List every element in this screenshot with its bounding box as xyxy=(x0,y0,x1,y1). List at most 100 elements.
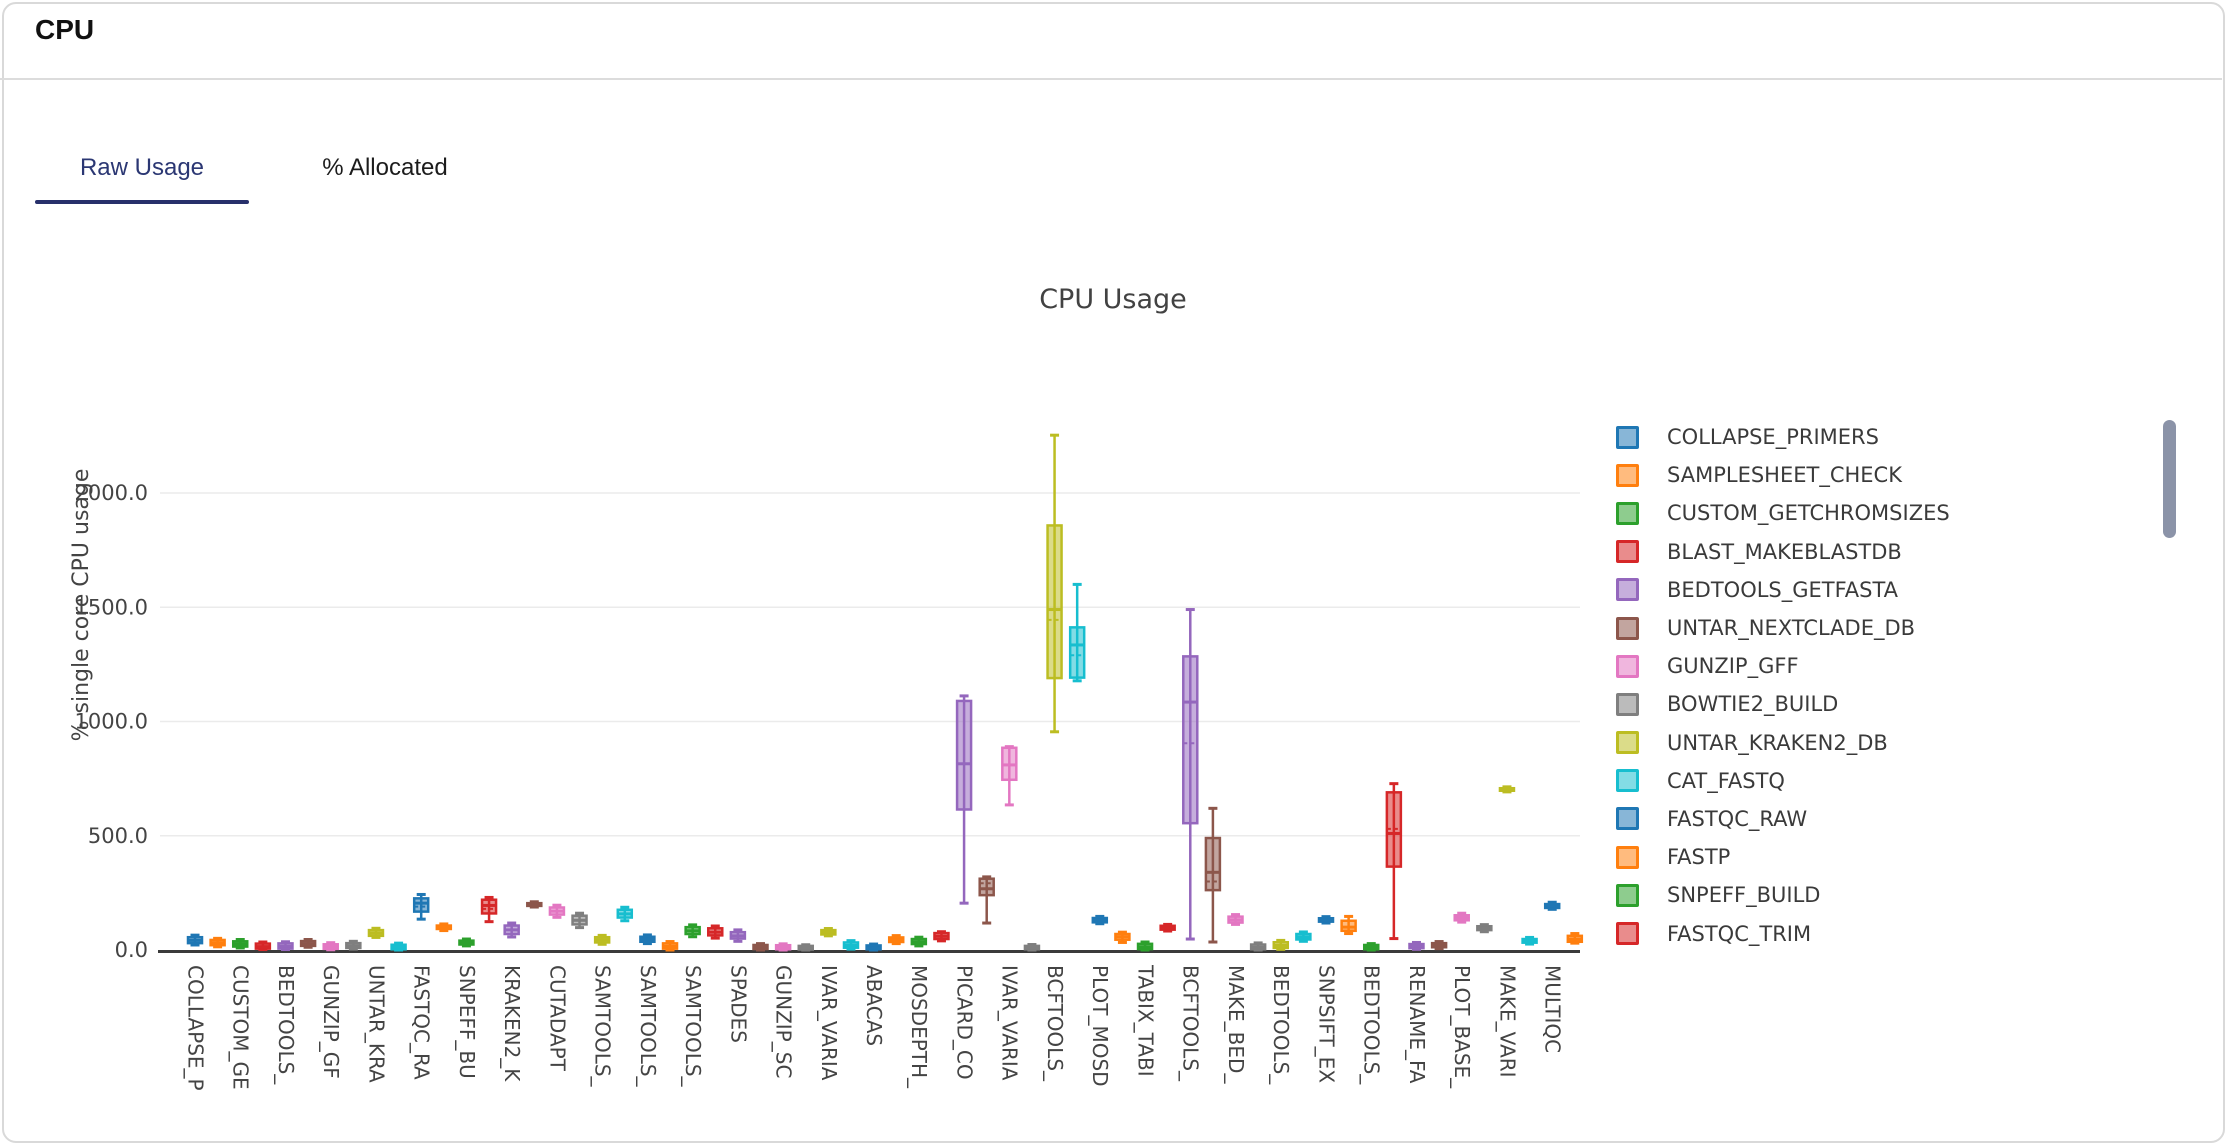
y-tick-label: 2000.0 xyxy=(75,481,148,505)
legend-item[interactable]: CAT_FASTQ xyxy=(1616,762,1950,800)
box-plot[interactable] xyxy=(322,941,339,952)
y-tick-label: 1500.0 xyxy=(75,595,148,619)
box-plot[interactable] xyxy=(1385,782,1403,941)
box-plot[interactable] xyxy=(1521,935,1538,946)
box-plot[interactable] xyxy=(1430,940,1448,951)
box-plot[interactable] xyxy=(955,694,973,905)
box-plot[interactable] xyxy=(707,924,724,940)
legend-item-label: FASTQC_RAW xyxy=(1667,806,1808,831)
box-plot[interactable] xyxy=(639,933,656,946)
legend-item[interactable]: COLLAPSE_PRIMERS xyxy=(1616,418,1950,456)
box-plot[interactable] xyxy=(1543,900,1561,911)
box-plot[interactable] xyxy=(209,936,226,949)
box-plot[interactable] xyxy=(910,935,928,948)
box-plot[interactable] xyxy=(503,921,520,939)
legend-item[interactable]: BLAST_MAKEBLASTDB xyxy=(1616,533,1950,571)
box-plot[interactable] xyxy=(1114,930,1131,944)
box-plot[interactable] xyxy=(1159,922,1176,933)
x-tick-label: COLLAPSE_P xyxy=(183,965,207,1091)
y-axis-title: % single core CPU usage xyxy=(69,469,94,742)
box-plot[interactable] xyxy=(1295,930,1312,943)
box-plot[interactable] xyxy=(1068,582,1086,683)
legend-scrollbar-thumb[interactable] xyxy=(2163,420,2176,538)
box-plot[interactable] xyxy=(616,905,634,923)
x-tick-label: MULTIQC xyxy=(1541,965,1565,1053)
box-plot[interactable] xyxy=(752,942,769,952)
legend-item[interactable]: FASTQC_RAW xyxy=(1616,800,1950,838)
legend-item[interactable]: SAMPLESHEET_CHECK xyxy=(1616,456,1950,494)
box-plot[interactable] xyxy=(593,933,611,946)
box-plot[interactable] xyxy=(774,942,792,952)
box-plot[interactable] xyxy=(1182,608,1199,941)
box-plot[interactable] xyxy=(1272,938,1290,951)
legend-swatch xyxy=(1616,616,1639,640)
box-plot[interactable] xyxy=(435,922,453,933)
box-plot[interactable] xyxy=(186,933,204,947)
y-tick-label: 500.0 xyxy=(88,824,148,848)
box-plot[interactable] xyxy=(978,875,995,925)
x-tick-label: SAMTOOLS_ xyxy=(636,965,660,1088)
box-plot[interactable] xyxy=(684,923,701,939)
x-tick-label: ABACAS xyxy=(862,965,886,1046)
box-plot[interactable] xyxy=(1498,785,1516,794)
chart-legend: COLLAPSE_PRIMERS SAMPLESHEET_CHECK CUSTOM_… xyxy=(1616,418,1950,953)
box-plot[interactable] xyxy=(1317,915,1335,925)
box-plot[interactable] xyxy=(345,939,362,951)
box-plot[interactable] xyxy=(367,926,385,939)
box-plot[interactable] xyxy=(390,941,407,952)
box-plot[interactable] xyxy=(1249,941,1267,952)
x-tick-label: PLOT_MOSD xyxy=(1088,965,1112,1087)
box-plot[interactable] xyxy=(1362,942,1380,952)
box-plot[interactable] xyxy=(277,940,294,952)
box-plot[interactable] xyxy=(1340,914,1357,936)
box-plot[interactable] xyxy=(548,903,566,919)
box-plot[interactable] xyxy=(299,937,317,949)
legend-item[interactable]: BEDTOOLS_GETFASTA xyxy=(1616,571,1950,609)
tab-percent-allocated-label: % Allocated xyxy=(322,154,448,181)
legend-item[interactable]: BOWTIE2_BUILD xyxy=(1616,685,1950,723)
legend-item[interactable]: FASTP xyxy=(1616,838,1950,876)
box-plot[interactable] xyxy=(1476,923,1493,934)
legend-item[interactable]: GUNZIP_GFF xyxy=(1616,647,1950,685)
box-plot[interactable] xyxy=(254,940,272,952)
box-plot[interactable] xyxy=(1001,745,1018,807)
legend-item[interactable]: UNTAR_NEXTCLADE_DB xyxy=(1616,609,1950,647)
x-tick-label: BCFTOOLS_ xyxy=(1179,965,1203,1082)
legend-item[interactable]: SNPEFF_BUILD xyxy=(1616,876,1950,914)
box-plot[interactable] xyxy=(480,895,498,924)
box-plot[interactable] xyxy=(797,943,814,952)
box-plot[interactable] xyxy=(865,942,882,952)
box-plot[interactable] xyxy=(933,930,950,943)
box-plot[interactable] xyxy=(1046,433,1063,734)
box-plot[interactable] xyxy=(1453,911,1470,924)
box-plot[interactable] xyxy=(1023,943,1041,952)
box-plot[interactable] xyxy=(842,939,860,951)
box-plot[interactable] xyxy=(887,934,905,946)
legend-item[interactable]: FASTQC_TRIM xyxy=(1616,914,1950,952)
tab-percent-allocated[interactable]: % Allocated xyxy=(285,132,485,204)
legend-item-label: FASTQC_TRIM xyxy=(1667,921,1812,946)
box-plot[interactable] xyxy=(1204,806,1222,944)
box-plot[interactable] xyxy=(231,937,249,950)
gridlines xyxy=(160,492,1580,837)
x-tick-label: BCFTOOLS_ xyxy=(1043,965,1067,1082)
tab-raw-usage[interactable]: Raw Usage xyxy=(35,132,249,204)
box-plot[interactable] xyxy=(729,928,747,943)
box-plot[interactable] xyxy=(820,927,837,938)
legend-item[interactable]: UNTAR_KRAKEN2_DB xyxy=(1616,724,1950,762)
legend-item-label: SAMPLESHEET_CHECK xyxy=(1667,463,1902,488)
box-plot[interactable] xyxy=(1136,940,1154,952)
box-plot[interactable] xyxy=(571,911,588,930)
box-plot[interactable] xyxy=(458,937,475,948)
box-plot[interactable] xyxy=(1227,913,1244,926)
x-tick-label: TABIX_TABI xyxy=(1133,964,1157,1077)
box-plot[interactable] xyxy=(1408,940,1425,951)
box-plot[interactable] xyxy=(412,892,430,921)
box-plot[interactable] xyxy=(661,940,679,952)
legend-item[interactable]: CUSTOM_GETCHROMSIZES xyxy=(1616,494,1950,532)
box-iqr xyxy=(1182,655,1199,825)
box-plot[interactable] xyxy=(1091,914,1109,926)
box-plot[interactable] xyxy=(1566,932,1584,945)
box-plot[interactable] xyxy=(526,900,543,909)
